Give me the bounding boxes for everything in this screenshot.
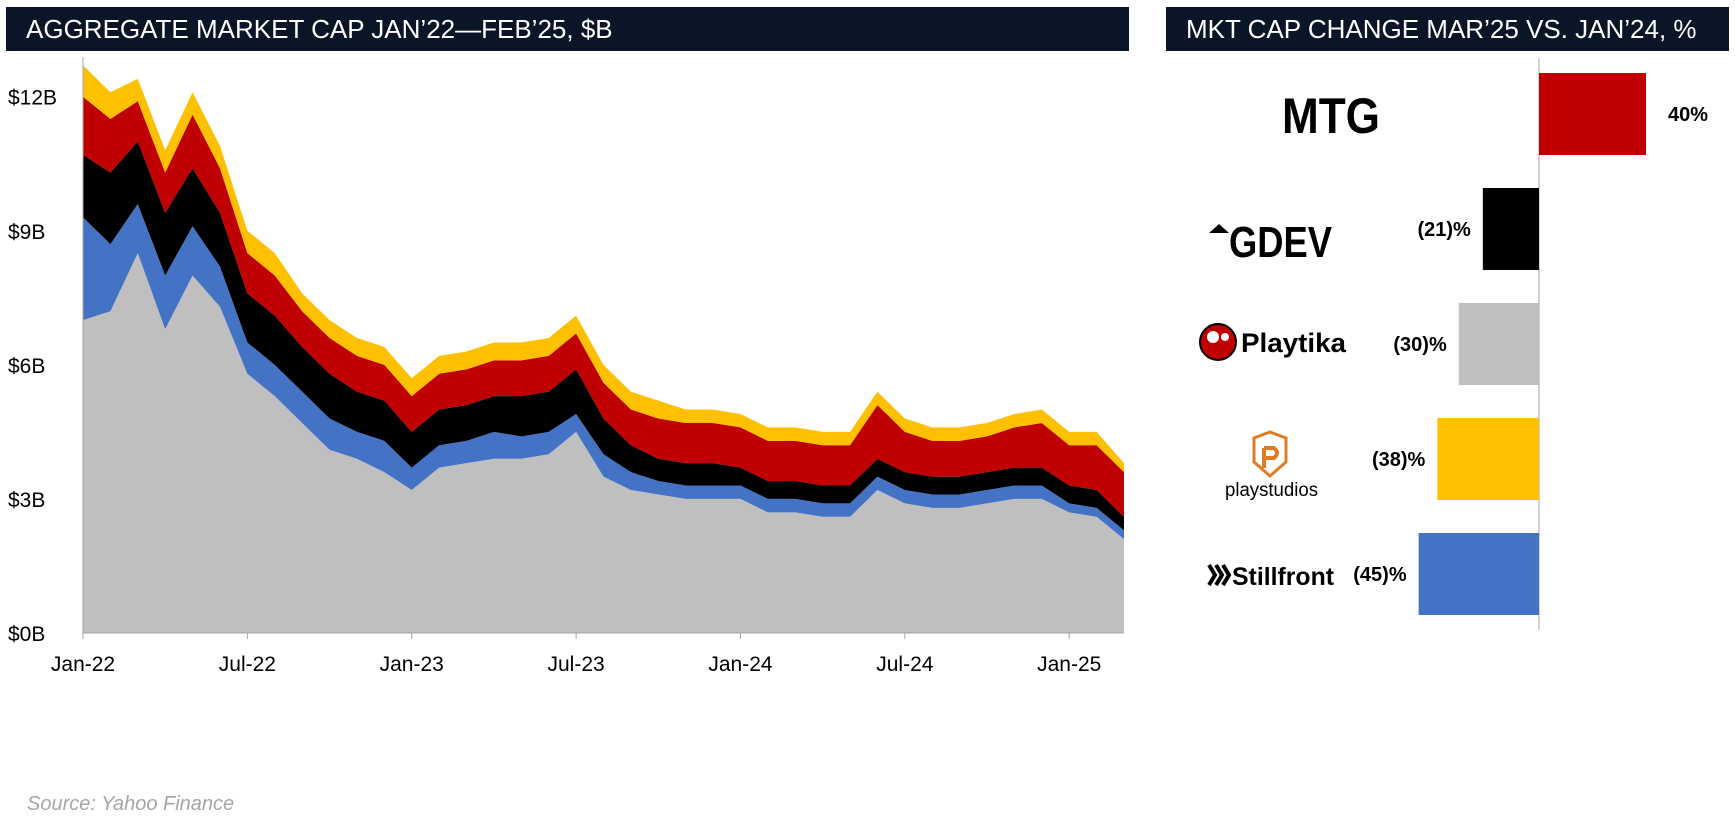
bar-gdev xyxy=(1482,188,1539,270)
bar-value-label: (30)% xyxy=(1393,334,1447,356)
x-tick-label: Jul-24 xyxy=(876,653,934,676)
source-note: Source: Yahoo Finance xyxy=(27,793,235,815)
y-tick-label: $3B xyxy=(8,489,45,512)
y-tick-label: $9B xyxy=(8,221,45,244)
area-series-0 xyxy=(83,253,1124,633)
svg-text:GDEV: GDEV xyxy=(1229,218,1333,267)
company-logos: MTG GDEV Playtika playstudios Stillfront xyxy=(1199,88,1380,591)
bar-value-label: (45)% xyxy=(1353,564,1407,586)
svg-text:Stillfront: Stillfront xyxy=(1232,563,1335,591)
area-series-4 xyxy=(83,65,1124,473)
bar-chart: 40% (21)% (30)% (38)% (45)% xyxy=(1353,58,1708,630)
area-chart: $0B $3B $6B $9B $12B Jan-22 Jul-22 Jan-23 Jul-23… xyxy=(8,57,1124,676)
area-chart-title: AGGREGATE MARKET CAP JAN’22—FEB’25, $B xyxy=(6,7,1129,51)
area-series-3 xyxy=(83,96,1124,517)
y-tick-label: $0B xyxy=(8,623,45,646)
svg-text:playstudios: playstudios xyxy=(1225,480,1318,501)
x-tick-label: Jul-23 xyxy=(548,653,605,676)
area-series-1 xyxy=(83,203,1124,540)
x-tick-label: Jul-22 xyxy=(219,653,276,676)
bar-playstudios xyxy=(1437,418,1539,500)
svg-text:Playtika: Playtika xyxy=(1241,328,1347,358)
y-tick-label: $6B xyxy=(8,355,45,378)
bar-value-label: (38)% xyxy=(1372,449,1426,471)
gdev-logo: GDEV xyxy=(1209,218,1333,267)
playstudios-logo: playstudios xyxy=(1225,430,1318,501)
bar-playtika xyxy=(1458,303,1539,385)
svg-text:MTG: MTG xyxy=(1282,88,1380,144)
area-series-2 xyxy=(83,141,1124,531)
y-tick-label: $12B xyxy=(8,87,57,110)
x-tick-label: Jan-22 xyxy=(51,653,115,676)
x-tick-label: Jan-24 xyxy=(708,653,773,676)
stillfront-logo: Stillfront xyxy=(1207,563,1335,591)
bar-value-label: 40% xyxy=(1668,104,1708,126)
mtg-logo: MTG xyxy=(1282,88,1380,144)
bar-value-label: (21)% xyxy=(1417,219,1471,241)
x-tick-label: Jan-25 xyxy=(1037,653,1101,676)
bar-mtg xyxy=(1539,73,1646,155)
bar-chart-title: MKT CAP CHANGE MAR’25 VS. JAN’24, % xyxy=(1166,7,1729,51)
x-tick-label: Jan-23 xyxy=(380,653,444,676)
bar-stillfront xyxy=(1418,533,1539,615)
playtika-logo: Playtika xyxy=(1199,323,1347,361)
